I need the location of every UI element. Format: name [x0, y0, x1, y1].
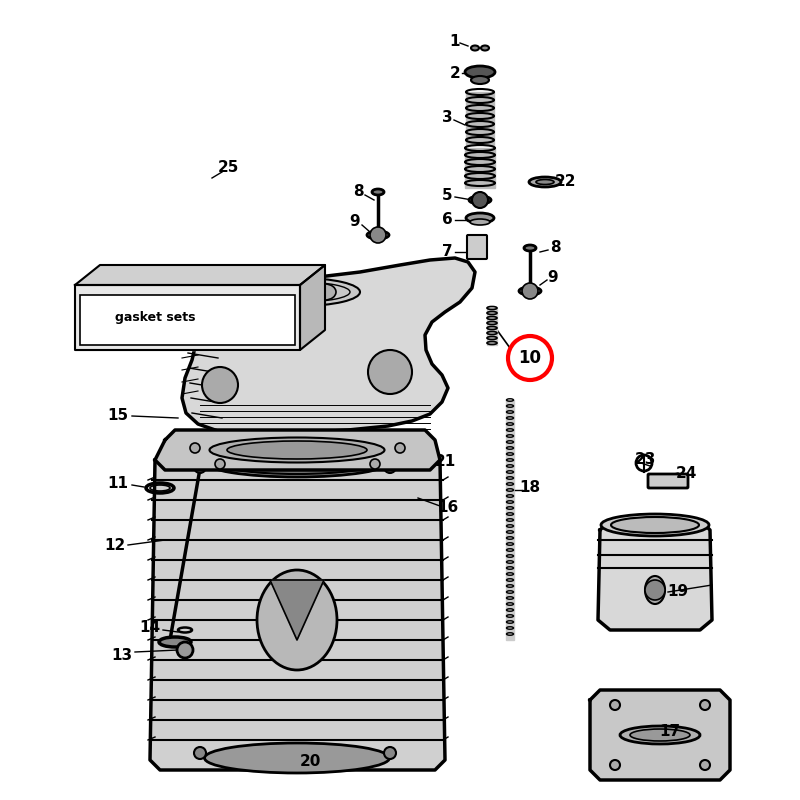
- Polygon shape: [270, 580, 324, 640]
- Circle shape: [202, 367, 238, 403]
- Text: 14: 14: [139, 621, 161, 635]
- Ellipse shape: [645, 576, 665, 604]
- Circle shape: [370, 459, 380, 469]
- Circle shape: [645, 580, 665, 600]
- Ellipse shape: [524, 245, 536, 251]
- FancyBboxPatch shape: [80, 295, 295, 345]
- Text: 11: 11: [107, 475, 129, 490]
- Ellipse shape: [620, 726, 700, 744]
- Circle shape: [194, 461, 206, 473]
- Polygon shape: [590, 690, 730, 780]
- Ellipse shape: [481, 46, 489, 50]
- Ellipse shape: [314, 284, 336, 300]
- Text: 13: 13: [111, 647, 133, 662]
- Circle shape: [700, 760, 710, 770]
- FancyBboxPatch shape: [467, 235, 487, 259]
- Polygon shape: [487, 308, 497, 345]
- Polygon shape: [466, 92, 494, 145]
- Circle shape: [700, 700, 710, 710]
- Circle shape: [368, 350, 412, 394]
- Ellipse shape: [214, 450, 379, 474]
- Circle shape: [215, 459, 225, 469]
- Ellipse shape: [367, 231, 389, 239]
- Ellipse shape: [630, 729, 690, 741]
- Ellipse shape: [254, 284, 276, 300]
- Circle shape: [177, 642, 193, 658]
- Polygon shape: [150, 450, 445, 770]
- Circle shape: [194, 747, 206, 759]
- Text: 9: 9: [350, 214, 360, 230]
- Circle shape: [384, 461, 396, 473]
- Circle shape: [384, 747, 396, 759]
- Circle shape: [508, 336, 552, 380]
- Circle shape: [610, 760, 620, 770]
- Polygon shape: [75, 265, 325, 285]
- Polygon shape: [465, 148, 495, 188]
- Ellipse shape: [536, 179, 554, 185]
- Ellipse shape: [471, 76, 489, 84]
- Ellipse shape: [601, 514, 709, 536]
- Text: 15: 15: [107, 407, 129, 422]
- FancyBboxPatch shape: [648, 474, 688, 488]
- Text: 3: 3: [442, 110, 452, 126]
- Circle shape: [522, 283, 538, 299]
- Text: 10: 10: [518, 349, 542, 367]
- Ellipse shape: [469, 196, 491, 204]
- Text: 24: 24: [675, 466, 697, 481]
- Text: 20: 20: [299, 754, 321, 770]
- Text: 23: 23: [634, 453, 656, 467]
- Ellipse shape: [471, 46, 479, 50]
- Circle shape: [472, 192, 488, 208]
- Circle shape: [610, 700, 620, 710]
- Ellipse shape: [205, 743, 390, 773]
- Ellipse shape: [227, 441, 367, 459]
- Circle shape: [370, 227, 386, 243]
- Text: 6: 6: [442, 213, 452, 227]
- Text: 22: 22: [554, 174, 576, 190]
- Polygon shape: [75, 285, 300, 350]
- Text: 21: 21: [434, 454, 456, 470]
- Ellipse shape: [205, 447, 390, 477]
- Text: 5: 5: [442, 187, 452, 202]
- Text: 9: 9: [548, 270, 558, 286]
- Text: gasket sets: gasket sets: [114, 310, 195, 323]
- Polygon shape: [300, 265, 325, 350]
- Text: 7: 7: [442, 245, 452, 259]
- Text: 8: 8: [550, 241, 560, 255]
- Ellipse shape: [257, 570, 337, 670]
- Ellipse shape: [372, 189, 384, 195]
- Polygon shape: [506, 400, 514, 640]
- Ellipse shape: [210, 438, 385, 462]
- Ellipse shape: [529, 177, 561, 187]
- Text: 1: 1: [450, 34, 460, 50]
- Ellipse shape: [611, 517, 699, 533]
- Ellipse shape: [519, 287, 541, 295]
- Text: 8: 8: [353, 185, 363, 199]
- Ellipse shape: [284, 284, 306, 300]
- Ellipse shape: [465, 66, 495, 78]
- Text: 18: 18: [519, 481, 541, 495]
- Polygon shape: [175, 258, 475, 433]
- Ellipse shape: [466, 213, 494, 223]
- Text: 25: 25: [218, 161, 238, 175]
- Text: 2: 2: [450, 66, 460, 81]
- Polygon shape: [155, 430, 440, 470]
- Ellipse shape: [159, 637, 191, 647]
- Circle shape: [395, 443, 405, 453]
- Text: 16: 16: [438, 501, 458, 515]
- Text: 12: 12: [104, 538, 126, 553]
- Ellipse shape: [240, 278, 360, 306]
- Circle shape: [190, 443, 200, 453]
- Ellipse shape: [470, 219, 490, 225]
- Text: 17: 17: [659, 725, 681, 739]
- Text: 19: 19: [667, 585, 689, 599]
- Polygon shape: [598, 520, 712, 630]
